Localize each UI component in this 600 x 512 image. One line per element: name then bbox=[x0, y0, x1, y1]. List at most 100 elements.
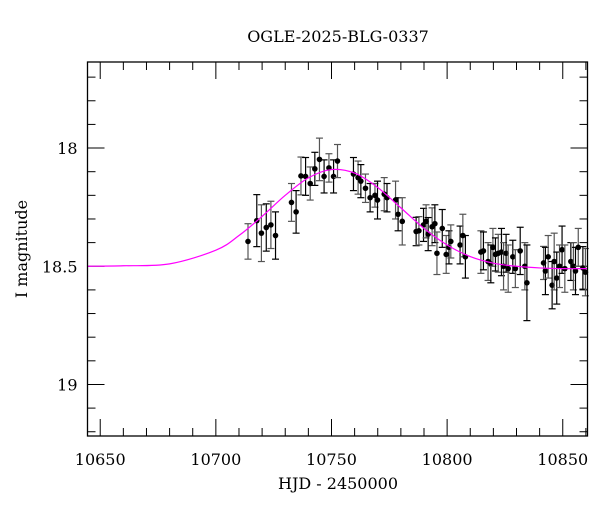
data-point-group bbox=[447, 224, 455, 259]
data-point bbox=[490, 244, 496, 251]
data-point bbox=[263, 224, 270, 231]
data-point bbox=[457, 242, 463, 248]
data-point bbox=[434, 250, 440, 257]
data-point-group bbox=[330, 159, 338, 194]
data-point bbox=[443, 251, 449, 258]
data-point-group bbox=[558, 225, 566, 274]
y-axis-label: I magnitude bbox=[12, 200, 31, 298]
data-point bbox=[556, 263, 563, 270]
data-point bbox=[524, 280, 530, 286]
data-point bbox=[302, 173, 309, 180]
x-tick-label: 10800 bbox=[422, 450, 473, 469]
data-point bbox=[245, 238, 251, 245]
data-point-group bbox=[504, 244, 512, 293]
data-point bbox=[559, 246, 565, 253]
data-point bbox=[512, 265, 519, 272]
data-point-group bbox=[487, 244, 495, 284]
data-point bbox=[582, 269, 589, 275]
data-point-group bbox=[489, 227, 497, 267]
plot-frame bbox=[86, 61, 589, 437]
data-point bbox=[416, 227, 422, 234]
x-axis-label: HJD - 2450000 bbox=[278, 474, 398, 493]
x-tick-label: 10700 bbox=[190, 450, 241, 469]
data-point-group bbox=[574, 227, 582, 267]
chart-title: OGLE-2025-BLG-0337 bbox=[247, 27, 429, 46]
tick-labels: 10650 10700 10750 10800 10850 18 18.5 19 bbox=[42, 139, 588, 469]
data-point bbox=[298, 173, 304, 179]
data-point bbox=[330, 173, 337, 180]
y-tick-label: 18 bbox=[57, 139, 77, 158]
data-point-group bbox=[302, 156, 310, 196]
x-tick-label: 10650 bbox=[75, 450, 126, 469]
data-point bbox=[288, 199, 295, 206]
data-point bbox=[293, 209, 299, 215]
data-point bbox=[334, 158, 341, 164]
data-point bbox=[542, 268, 549, 274]
data-point bbox=[258, 230, 265, 236]
data-point bbox=[568, 258, 574, 265]
data-point-group bbox=[569, 242, 577, 291]
data-point-group bbox=[244, 223, 252, 260]
data-point-group bbox=[523, 244, 531, 322]
data-point bbox=[358, 178, 364, 184]
data-point bbox=[367, 194, 373, 201]
data-point bbox=[448, 238, 454, 245]
data-point bbox=[510, 254, 516, 260]
data-point bbox=[570, 263, 577, 270]
data-point-group bbox=[361, 173, 369, 204]
data-point-group bbox=[306, 166, 314, 201]
data-point-group bbox=[287, 182, 295, 222]
data-point bbox=[272, 232, 279, 239]
data-point bbox=[399, 218, 406, 225]
data-point-group bbox=[374, 180, 382, 220]
data-point bbox=[503, 250, 509, 257]
y-tick-label: 19 bbox=[57, 375, 77, 394]
data-point-group bbox=[571, 246, 579, 296]
data-point-group bbox=[292, 190, 300, 234]
data-point bbox=[551, 258, 557, 265]
data-point bbox=[575, 244, 582, 251]
data-point-group bbox=[257, 204, 265, 263]
data-point bbox=[572, 268, 579, 274]
data-point bbox=[432, 220, 438, 227]
data-point-group bbox=[477, 230, 485, 274]
data-point-group bbox=[479, 231, 487, 271]
data-point-group bbox=[320, 159, 328, 194]
model-curve bbox=[87, 168, 588, 270]
data-point bbox=[517, 248, 524, 254]
data-point bbox=[439, 225, 446, 232]
data-point-group bbox=[315, 137, 323, 182]
data-point bbox=[372, 192, 378, 199]
x-tick-label: 10750 bbox=[306, 450, 357, 469]
data-point-group bbox=[433, 231, 441, 276]
x-tick-label: 10850 bbox=[537, 450, 588, 469]
data-point-group bbox=[438, 208, 446, 248]
data-point bbox=[312, 166, 318, 172]
data-point bbox=[321, 173, 327, 180]
data-point bbox=[553, 275, 560, 281]
data-point bbox=[268, 222, 274, 228]
data-point bbox=[395, 211, 401, 218]
data-point-group bbox=[415, 216, 423, 246]
data-point bbox=[480, 248, 487, 254]
data-point-group bbox=[334, 143, 341, 179]
data-point bbox=[498, 249, 505, 255]
data-point bbox=[316, 156, 323, 163]
data-point-group bbox=[366, 182, 374, 213]
data-point-group bbox=[398, 197, 406, 246]
data-point-group bbox=[262, 203, 270, 252]
data-point bbox=[545, 254, 551, 260]
y-tick-label: 18.5 bbox=[42, 257, 78, 276]
data-point bbox=[580, 265, 586, 271]
data-point bbox=[549, 282, 555, 288]
data-point bbox=[423, 218, 429, 225]
data-point-group bbox=[544, 234, 552, 279]
data-point-group bbox=[272, 211, 280, 260]
data-point bbox=[362, 185, 369, 192]
data-point bbox=[505, 265, 511, 272]
data-point-group bbox=[357, 164, 365, 199]
data-point bbox=[374, 197, 381, 203]
data-point-group bbox=[311, 151, 319, 187]
data-point-group bbox=[579, 246, 587, 290]
